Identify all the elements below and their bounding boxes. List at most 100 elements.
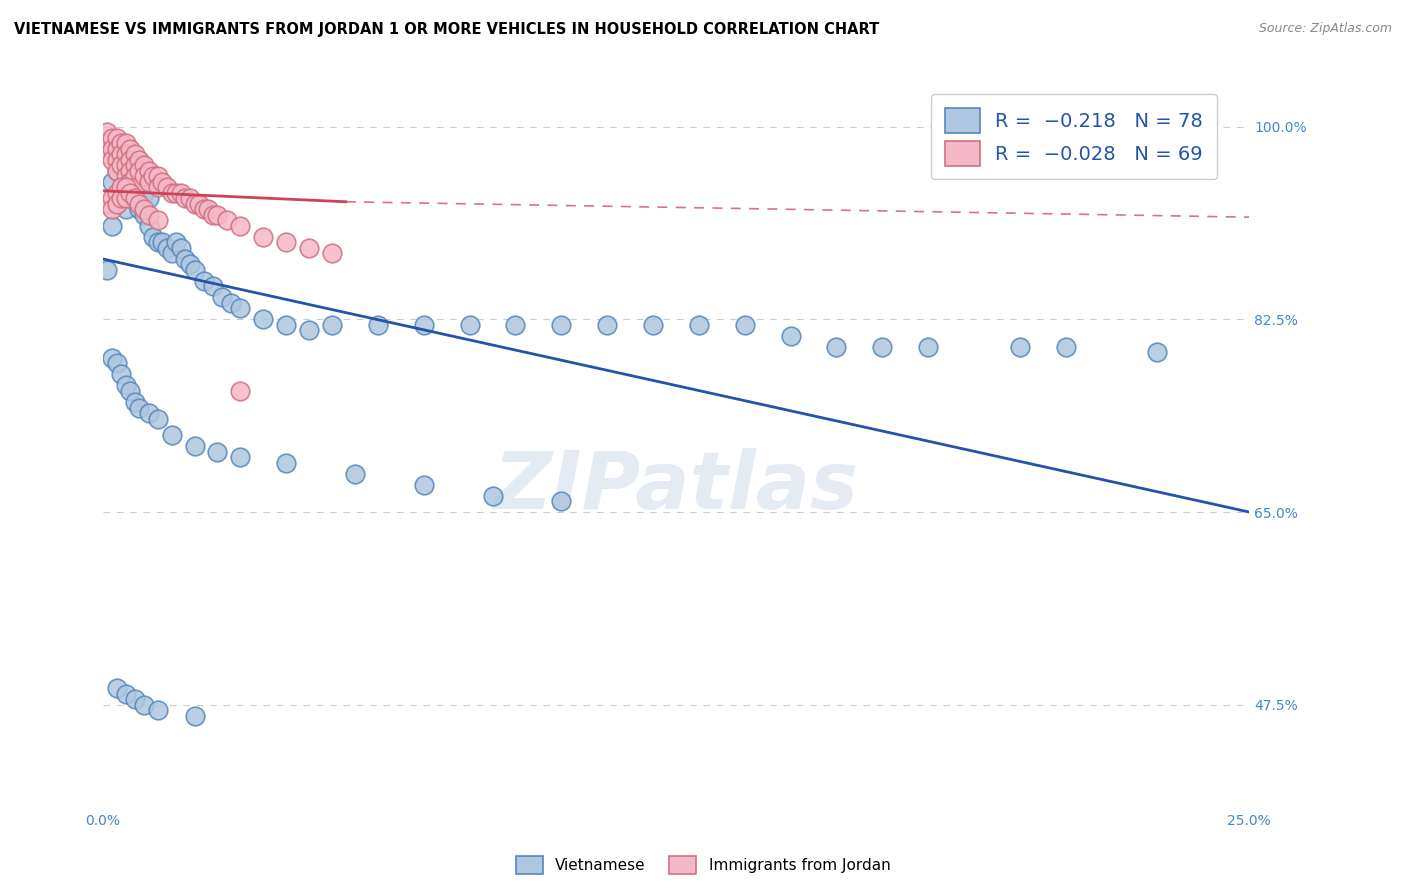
Point (114, 191, 136, 205)
Point (276, 318, 298, 332)
Point (110, 180, 132, 194)
Point (114, 136, 136, 151)
Point (179, 257, 201, 271)
Point (101, 142, 124, 156)
Text: Source: ZipAtlas.com: Source: ZipAtlas.com (1258, 22, 1392, 36)
Point (211, 290, 233, 304)
Point (183, 197, 205, 211)
Point (138, 208, 160, 222)
Point (152, 235, 174, 250)
Point (138, 191, 160, 205)
Point (160, 246, 183, 260)
Point (1008, 340, 1031, 354)
Point (110, 158, 132, 172)
Point (101, 219, 124, 233)
Legend: R =  −0.218   N = 78, R =  −0.028   N = 69: R = −0.218 N = 78, R = −0.028 N = 69 (931, 95, 1216, 179)
Point (183, 263, 205, 277)
Point (142, 230, 165, 244)
Point (101, 351, 124, 365)
Point (505, 318, 527, 332)
Point (120, 384, 142, 398)
Point (201, 279, 224, 293)
Point (138, 164, 160, 178)
Point (412, 477, 434, 491)
Point (110, 191, 132, 205)
Point (1054, 340, 1077, 354)
Point (160, 186, 183, 200)
Point (120, 175, 142, 189)
Point (120, 186, 142, 200)
Point (110, 136, 132, 151)
Point (128, 197, 150, 211)
Point (128, 180, 150, 194)
Point (114, 202, 136, 217)
Point (105, 164, 128, 178)
Point (120, 164, 142, 178)
Point (128, 202, 150, 217)
Point (146, 703, 169, 717)
Point (124, 191, 146, 205)
Point (298, 324, 321, 338)
Point (110, 368, 132, 382)
Point (146, 169, 169, 184)
Point (105, 164, 128, 178)
Point (105, 357, 128, 371)
Legend: Vietnamese, Immigrants from Jordan: Vietnamese, Immigrants from Jordan (509, 850, 897, 880)
Point (132, 208, 155, 222)
Point (96, 125, 118, 139)
Point (146, 411, 169, 425)
Point (183, 439, 205, 453)
Point (201, 208, 224, 222)
Text: ZIPatlas: ZIPatlas (494, 448, 859, 526)
Point (481, 489, 503, 503)
Point (124, 169, 146, 184)
Point (105, 681, 128, 695)
Point (1146, 345, 1168, 359)
Point (596, 318, 619, 332)
Point (138, 406, 160, 420)
Point (124, 692, 146, 706)
Point (917, 340, 939, 354)
Point (105, 153, 128, 167)
Text: VIETNAMESE VS IMMIGRANTS FROM JORDAN 1 OR MORE VEHICLES IN HOUSEHOLD CORRELATION: VIETNAMESE VS IMMIGRANTS FROM JORDAN 1 O… (14, 22, 879, 37)
Point (188, 197, 211, 211)
Point (179, 191, 201, 205)
Point (252, 312, 274, 326)
Point (128, 401, 150, 415)
Point (193, 202, 215, 217)
Point (120, 191, 142, 205)
Point (215, 213, 238, 227)
Point (229, 219, 252, 233)
Point (114, 158, 136, 172)
Point (132, 158, 155, 172)
Point (110, 158, 132, 172)
Point (96, 197, 118, 211)
Point (101, 202, 124, 217)
Point (779, 329, 801, 343)
Point (321, 318, 343, 332)
Point (321, 246, 343, 260)
Point (138, 175, 160, 189)
Point (120, 142, 142, 156)
Point (174, 191, 197, 205)
Point (156, 180, 179, 194)
Point (170, 186, 193, 200)
Point (641, 318, 664, 332)
Point (229, 450, 252, 464)
Point (105, 142, 128, 156)
Point (114, 180, 136, 194)
Point (114, 169, 136, 184)
Point (197, 202, 219, 217)
Point (156, 241, 179, 255)
Point (219, 296, 242, 310)
Point (193, 274, 215, 288)
Point (146, 213, 169, 227)
Point (105, 197, 128, 211)
Point (174, 252, 197, 266)
Point (124, 395, 146, 409)
Point (160, 428, 183, 442)
Point (128, 153, 150, 167)
Point (124, 186, 146, 200)
Point (207, 444, 229, 458)
Point (688, 318, 710, 332)
